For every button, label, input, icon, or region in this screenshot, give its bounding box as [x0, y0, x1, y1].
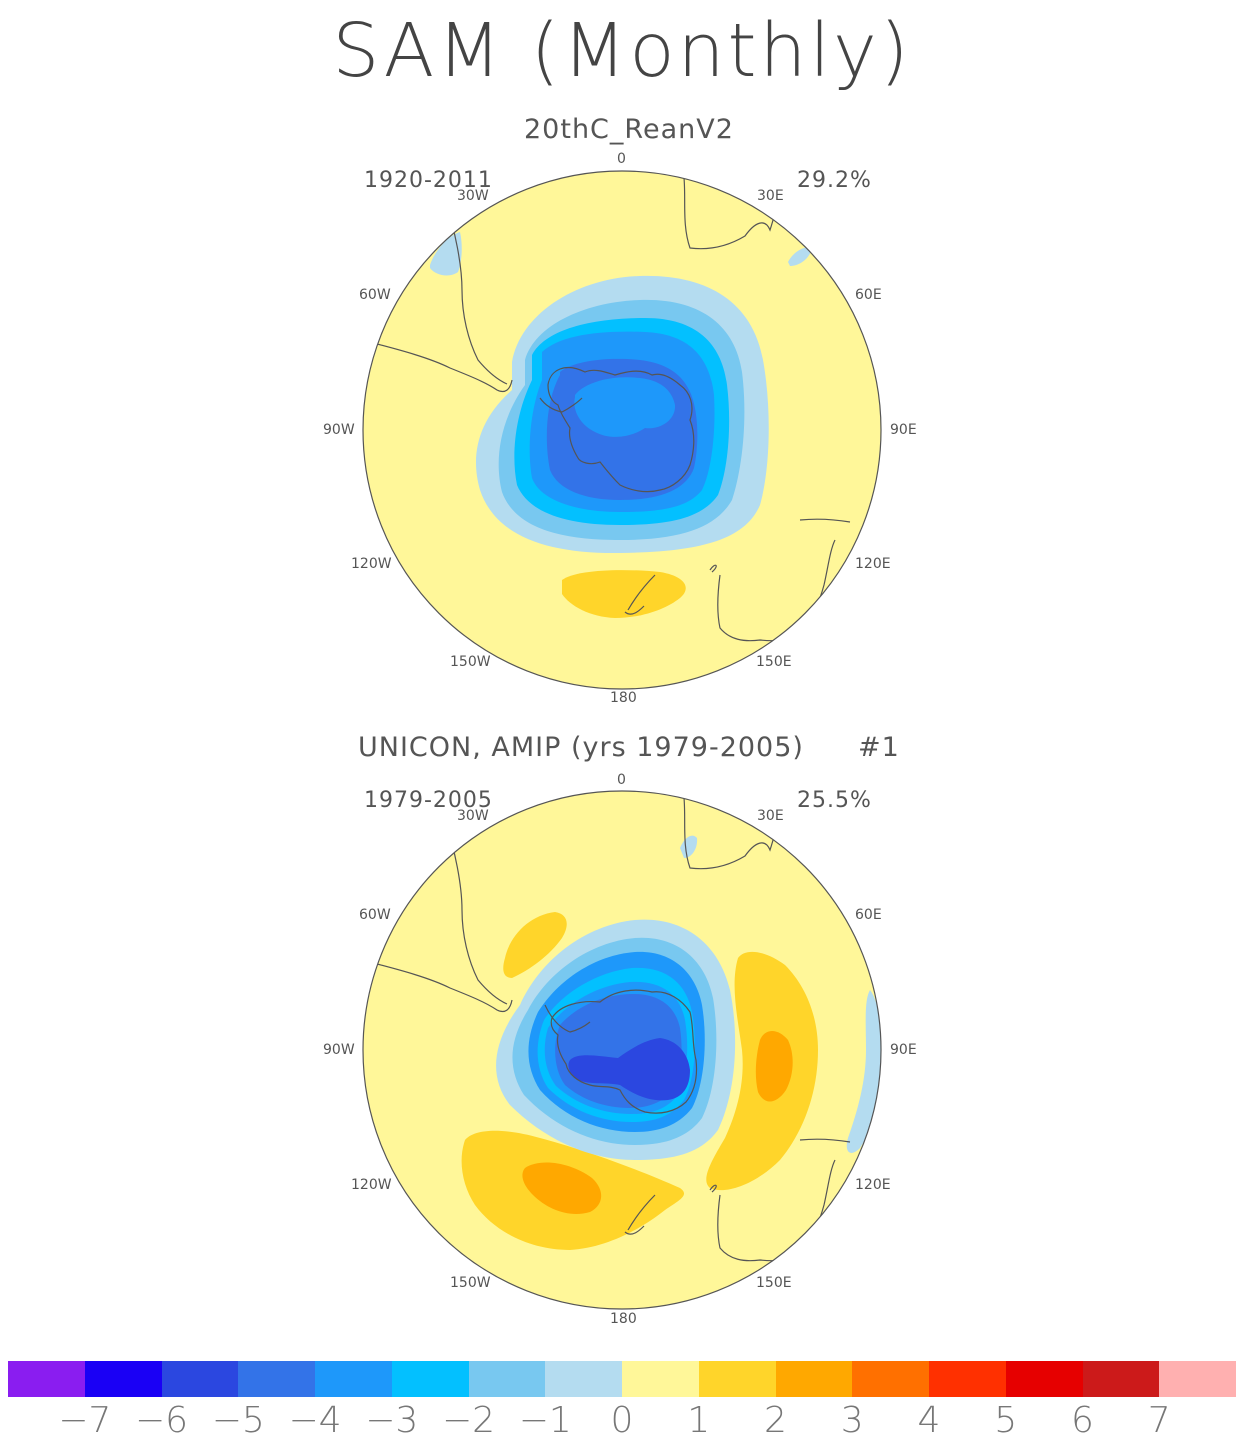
p1-lon-60w: 60W	[359, 287, 391, 303]
colorbar-swatch-2	[161, 1361, 239, 1397]
p1-lon-120e: 120E	[855, 556, 891, 572]
colorbar-label: −5	[211, 1400, 265, 1441]
p2-lon-150e: 150E	[756, 1275, 792, 1291]
p1-contour-pos1	[562, 570, 686, 618]
panel1-years: 1920-2011	[364, 168, 493, 193]
p1-lon-120w: 120W	[351, 556, 392, 572]
p1-contour-indian	[788, 247, 812, 266]
p2-contour-pos-right-inner	[755, 1031, 793, 1102]
colorbar-swatch-0	[8, 1361, 85, 1397]
panel2-title: UNICON, AMIP (yrs 1979-2005)	[358, 732, 804, 763]
colorbar-swatch-13	[1005, 1361, 1083, 1397]
panel2-map	[362, 790, 882, 1310]
colorbar-label: −1	[518, 1400, 572, 1441]
colorbar-label: −4	[288, 1400, 342, 1441]
colorbar-label: −6	[134, 1400, 189, 1441]
colorbar-label: 3	[840, 1400, 864, 1441]
p2-contour-pos-left	[503, 912, 567, 978]
p2-lon-180: 180	[610, 1311, 637, 1327]
panel1-map	[362, 170, 882, 690]
p1-contour-neg5-inner	[574, 377, 676, 437]
colorbar-swatch-14	[1082, 1361, 1160, 1397]
colorbar-label: 2	[764, 1400, 787, 1441]
p2-lon-120e: 120E	[855, 1177, 891, 1193]
p2-map-border	[362, 790, 882, 1310]
colorbar-swatch-12	[929, 1361, 1006, 1397]
p2-coast-nz	[624, 1194, 656, 1235]
colorbar-swatch-6	[468, 1361, 546, 1397]
colorbar-swatch-4	[315, 1361, 392, 1397]
p1-map-border	[362, 170, 882, 690]
panel1-title: 20thC_ReanV2	[524, 114, 734, 145]
p1-lon-30e: 30E	[757, 188, 784, 204]
p1-lon-90e: 90E	[890, 422, 917, 438]
p2-coast-peninsula	[544, 1004, 591, 1033]
colorbar-swatch-9	[698, 1361, 776, 1397]
colorbar-label: −7	[58, 1400, 112, 1441]
p1-coast-antarctica	[547, 367, 695, 493]
p1-lon-60e: 60E	[855, 287, 882, 303]
colorbar-swatch-1	[84, 1361, 162, 1397]
p2-coast-antarctica	[550, 989, 698, 1114]
p2-lon-30e: 30E	[757, 808, 784, 824]
p2-contour-neg6	[568, 1038, 690, 1101]
p1-lon-30w: 30W	[457, 188, 489, 204]
p1-coast-peninsula	[539, 397, 583, 413]
p1-coast-south-america	[376, 199, 513, 393]
colorbar-label: 6	[1071, 1400, 1094, 1441]
panel2-run-number: #1	[858, 732, 900, 763]
p1-lon-150w: 150W	[450, 654, 491, 670]
colorbar-label: 4	[917, 1400, 941, 1441]
colorbar-swatch-15	[1159, 1361, 1236, 1397]
panel1-variance: 29.2%	[797, 168, 872, 193]
figure-title: SAM (Monthly)	[332, 8, 912, 94]
p2-lon-120w: 120W	[351, 1177, 392, 1193]
colorbar-label: 5	[994, 1400, 1018, 1441]
p2-lon-30w: 30W	[457, 808, 489, 824]
colorbar-label: −2	[441, 1400, 496, 1441]
colorbar-swatch-5	[391, 1361, 469, 1397]
colorbar-swatch-7	[545, 1361, 622, 1397]
p2-lon-60e: 60E	[855, 907, 882, 923]
p2-lon-90w: 90W	[323, 1042, 355, 1058]
colorbar-swatch-8	[622, 1361, 699, 1397]
p2-lon-150w: 150W	[450, 1275, 491, 1291]
colorbar-swatch-10	[775, 1361, 853, 1397]
p1-lon-180: 180	[610, 690, 637, 706]
colorbar-label: 1	[687, 1400, 711, 1441]
panel2-years: 1979-2005	[364, 788, 493, 813]
panel2-variance: 25.5%	[797, 788, 872, 813]
maps-canvas	[362, 170, 882, 1310]
colorbar-label: 0	[610, 1400, 634, 1441]
colorbar-swatch-3	[238, 1361, 315, 1397]
p1-lon-90w: 90W	[323, 422, 355, 438]
p2-contour-africa	[680, 835, 698, 858]
colorbar-label: 7	[1147, 1400, 1171, 1441]
p2-contour-pos-bottom-inner	[522, 1162, 602, 1215]
colorbar-label: −3	[365, 1400, 419, 1441]
p1-lon-0: 0	[617, 151, 626, 167]
p2-lon-90e: 90E	[890, 1042, 917, 1058]
p2-coast-south-america	[376, 819, 513, 1013]
colorbar	[8, 1361, 1236, 1397]
p1-lon-150e: 150E	[756, 654, 792, 670]
p1-coast-nz	[624, 574, 656, 615]
p2-lon-60w: 60W	[359, 907, 391, 923]
p1-contour-africa	[430, 232, 462, 276]
p2-lon-0: 0	[617, 772, 626, 788]
colorbar-swatch-11	[852, 1361, 929, 1397]
